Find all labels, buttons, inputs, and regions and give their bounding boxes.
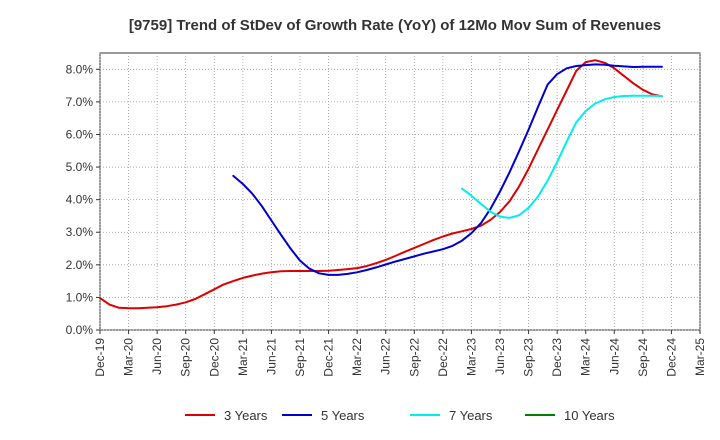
- y-axis: 0.0% 1.0% 2.0% 3.0% 4.0% 5.0% 6.0% 7.0% 8.0%: [66, 62, 100, 337]
- x-tick-label: Dec-23: [550, 338, 564, 377]
- x-tick-label: Jun-20: [150, 338, 164, 375]
- x-tick-label: Dec-22: [436, 338, 450, 377]
- x-tick-label: Dec-20: [207, 338, 221, 377]
- x-tick-label: Mar-22: [350, 338, 364, 376]
- y-tick-label: 7.0%: [66, 95, 94, 109]
- legend-label: 10 Years: [564, 408, 615, 423]
- legend-label: 3 Years: [224, 408, 268, 423]
- y-tick-label: 8.0%: [66, 62, 94, 76]
- x-tick-label: Jun-24: [607, 338, 621, 375]
- series-line-3-years: [99, 59, 663, 310]
- x-tick-label: Dec-21: [322, 338, 336, 377]
- series-lines: [99, 59, 663, 310]
- x-tick-label: Dec-24: [664, 338, 678, 377]
- legend-label: 5 Years: [321, 408, 365, 423]
- x-tick-label: Dec-19: [93, 338, 107, 377]
- x-tick-label: Mar-21: [236, 338, 250, 376]
- x-tick-label: Mar-24: [579, 338, 593, 376]
- chart-title: [9759] Trend of StDev of Growth Rate (Yo…: [129, 17, 661, 34]
- x-tick-label: Sep-22: [407, 338, 421, 377]
- x-tick-label: Sep-20: [179, 338, 193, 377]
- x-tick-label: Mar-20: [122, 338, 136, 376]
- x-tick-label: Jun-23: [493, 338, 507, 375]
- x-tick-label: Mar-25: [693, 338, 707, 376]
- x-tick-label: Sep-24: [636, 338, 650, 377]
- y-tick-label: 4.0%: [66, 193, 94, 207]
- series-line-5-years: [232, 63, 663, 276]
- x-axis: Dec-19 Mar-20 Jun-20 Sep-20 Dec-20 Mar-21 Jun-…: [93, 330, 707, 377]
- plot-frame: [99, 52, 701, 331]
- x-tick-label: Jun-22: [379, 338, 393, 375]
- x-tick-label: Sep-21: [293, 338, 307, 377]
- x-tick-label: Sep-23: [522, 338, 536, 377]
- legend-label: 7 Years: [449, 408, 493, 423]
- y-tick-label: 3.0%: [66, 225, 94, 239]
- y-tick-label: 6.0%: [66, 127, 94, 141]
- y-tick-label: 0.0%: [66, 323, 94, 337]
- legend: 3 Years 5 Years 7 Years 10 Years: [185, 408, 615, 423]
- series-line-7-years: [460, 94, 663, 219]
- y-tick-label: 2.0%: [66, 258, 94, 272]
- y-tick-label: 1.0%: [66, 290, 94, 304]
- x-tick-label: Jun-21: [264, 338, 278, 375]
- y-tick-label: 5.0%: [66, 160, 94, 174]
- plot-area: [99, 52, 701, 331]
- gridlines: [99, 53, 701, 331]
- x-tick-label: Mar-23: [464, 338, 478, 376]
